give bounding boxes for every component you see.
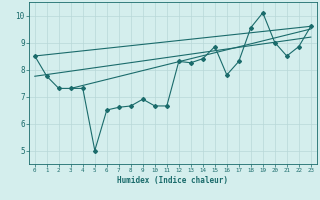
X-axis label: Humidex (Indice chaleur): Humidex (Indice chaleur): [117, 176, 228, 185]
